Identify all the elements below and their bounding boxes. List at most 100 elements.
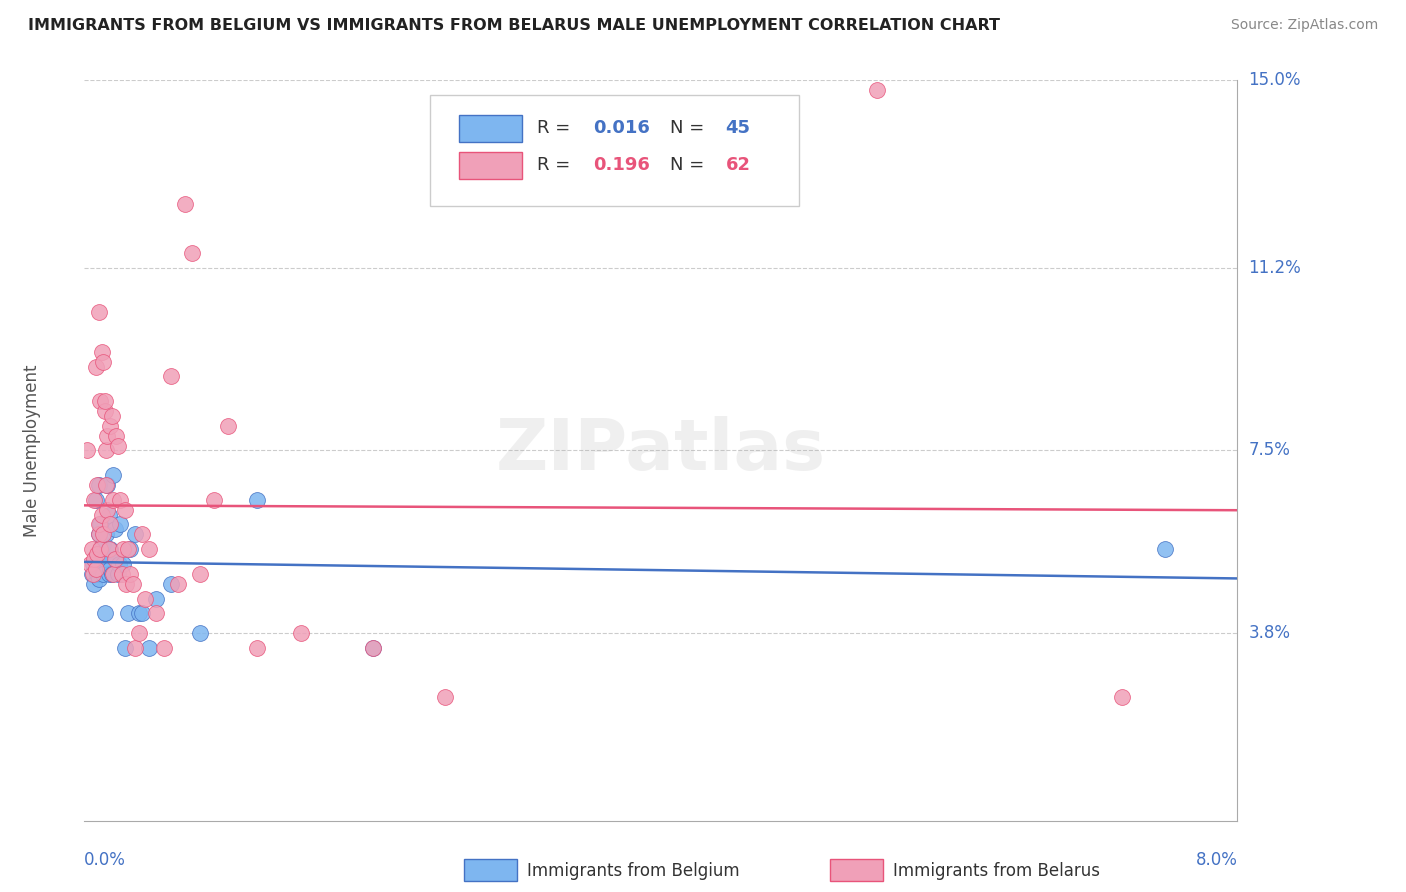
Point [97, 542, 120, 557]
Text: Immigrants from Belarus: Immigrants from Belarus [893, 862, 1099, 880]
Point [83, 576, 105, 591]
Point [145, 591, 167, 606]
Text: 7.5%: 7.5% [1249, 442, 1291, 459]
Point [90, 557, 112, 571]
Point [94, 443, 117, 458]
Point [91, 527, 114, 541]
Point [122, 576, 145, 591]
Point [79, 557, 101, 571]
Point [104, 552, 127, 566]
Point [86, 547, 108, 561]
Point [120, 566, 142, 581]
Point [98, 418, 121, 433]
Point [218, 418, 240, 433]
Point [131, 527, 153, 541]
Text: 8.0%: 8.0% [1195, 851, 1237, 869]
Point [1111, 690, 1133, 705]
Point [93, 552, 115, 566]
Point [110, 517, 132, 532]
Point [84, 359, 107, 374]
Text: N =: N = [671, 156, 710, 175]
Point [112, 542, 135, 557]
Point [152, 640, 174, 655]
Point [86, 552, 108, 566]
Point [91, 566, 114, 581]
Point [246, 492, 269, 507]
Point [114, 640, 136, 655]
Point [107, 438, 129, 452]
Point [174, 196, 197, 211]
Point [80, 566, 103, 581]
Point [202, 492, 225, 507]
Point [117, 607, 139, 621]
Point [96, 428, 118, 442]
Text: Immigrants from Belgium: Immigrants from Belgium [527, 862, 740, 880]
Point [128, 607, 150, 621]
Text: 0.196: 0.196 [593, 156, 650, 175]
Point [361, 640, 384, 655]
Point [96, 502, 118, 516]
Point [90, 547, 112, 561]
Point [87, 478, 110, 492]
Point [87, 572, 110, 586]
Point [167, 576, 190, 591]
Point [160, 369, 183, 384]
Text: ZIPatlas: ZIPatlas [496, 416, 825, 485]
Point [105, 552, 128, 566]
Point [93, 394, 115, 409]
Point [112, 557, 135, 571]
Text: Source: ZipAtlas.com: Source: ZipAtlas.com [1230, 18, 1378, 32]
Point [86, 478, 108, 492]
Point [94, 478, 117, 492]
FancyBboxPatch shape [460, 115, 523, 142]
Point [110, 492, 132, 507]
Text: 45: 45 [725, 120, 751, 137]
Text: 3.8%: 3.8% [1249, 624, 1291, 642]
Point [96, 478, 118, 492]
Point [138, 640, 160, 655]
Point [100, 409, 122, 423]
Point [160, 576, 183, 591]
Point [93, 607, 115, 621]
Point [91, 354, 114, 368]
Point [83, 552, 105, 566]
FancyBboxPatch shape [460, 153, 523, 178]
Text: 15.0%: 15.0% [1249, 71, 1301, 89]
Point [145, 607, 167, 621]
Text: Male Unemployment: Male Unemployment [22, 364, 41, 537]
Point [104, 523, 127, 537]
Point [1154, 542, 1177, 557]
Point [83, 492, 105, 507]
Point [120, 542, 142, 557]
Point [94, 527, 117, 541]
Point [115, 576, 138, 591]
Point [188, 626, 211, 640]
Point [134, 591, 156, 606]
Point [84, 562, 107, 576]
FancyBboxPatch shape [430, 95, 799, 206]
Point [188, 566, 211, 581]
Point [90, 508, 112, 522]
Point [866, 83, 889, 97]
Point [87, 527, 110, 541]
Point [97, 566, 120, 581]
Point [82, 566, 104, 581]
Text: N =: N = [671, 120, 710, 137]
Point [89, 542, 111, 557]
Point [89, 394, 111, 409]
Point [103, 492, 124, 507]
Point [290, 626, 312, 640]
Point [103, 566, 124, 581]
Point [87, 527, 110, 541]
Point [86, 566, 108, 581]
Point [105, 428, 128, 442]
Point [76, 443, 98, 458]
Point [98, 562, 121, 576]
Point [103, 468, 124, 483]
Point [100, 566, 122, 581]
Point [114, 502, 136, 516]
Text: 62: 62 [725, 156, 751, 175]
Point [98, 517, 121, 532]
Text: 0.0%: 0.0% [84, 851, 127, 869]
Point [108, 557, 131, 571]
